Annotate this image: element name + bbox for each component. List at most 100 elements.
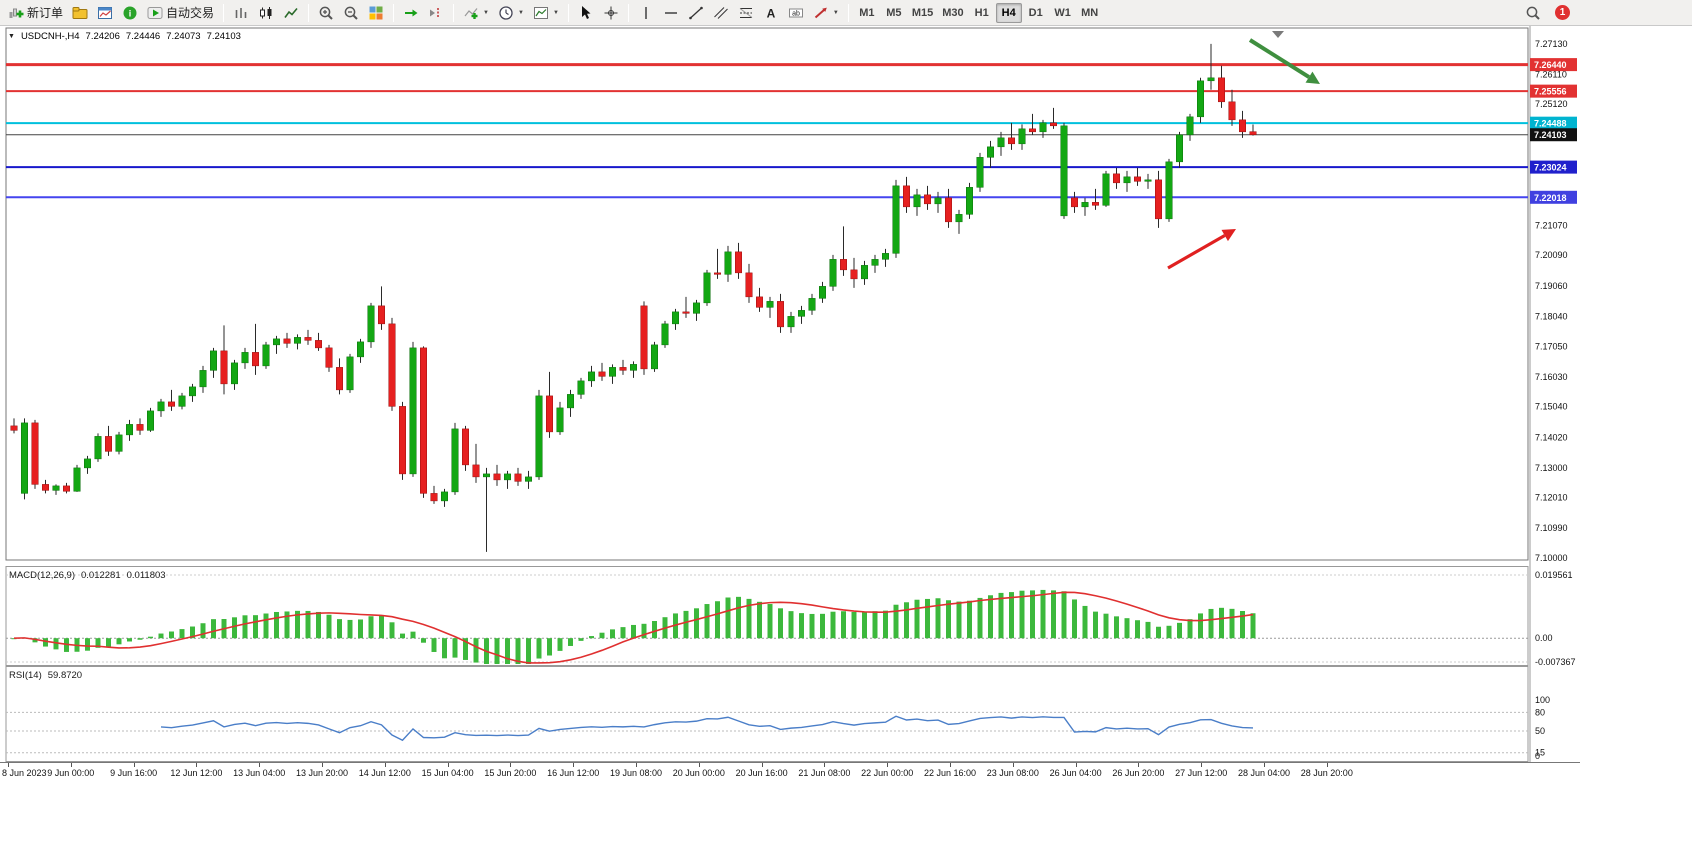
time-label: 9 Jun 16:00 (110, 768, 158, 778)
price-tick-label: 7.14020 (1535, 432, 1568, 442)
candle-chart-icon (260, 6, 272, 19)
periods-button[interactable]: ▼ (494, 2, 528, 24)
bar-chart-button[interactable] (229, 2, 253, 24)
ohlc-high: 7.24446 (125, 31, 161, 42)
time-label: 19 Jun 08:00 (609, 768, 663, 778)
timeframe-m5-button[interactable]: M5 (886, 6, 902, 19)
fibonacci-button[interactable] (734, 2, 758, 24)
rsi-indicator-canvas[interactable]: 100 80 50 150 (0, 666, 1692, 762)
auto-trading-button-label: 自动交易 (166, 6, 215, 20)
tile-windows-button[interactable] (364, 2, 388, 24)
arrow-annotation[interactable] (1167, 234, 1226, 270)
chart-shift-marker-icon[interactable] (1272, 31, 1284, 38)
zoom-out-button[interactable] (339, 2, 363, 24)
timeframe-h4-button[interactable]: H4 (995, 2, 1022, 23)
price-tick-label: 7.17050 (1535, 341, 1568, 351)
time-axis[interactable]: 8 Jun 2023 9 Jun 00:00 9 Jun 16:00 12 Jun 1… (0, 762, 1580, 780)
timeframe-d1-button[interactable]: D1 (1028, 6, 1043, 19)
auto-trading-button[interactable]: 自动交易 (143, 2, 218, 24)
time-label: 23 Jun 08:00 (986, 768, 1039, 778)
rsi-scale-label: 0 (1535, 751, 1540, 761)
line-chart-button[interactable] (279, 2, 303, 24)
horizontal-line-button[interactable] (659, 2, 683, 24)
price-tick-label: 7.27130 (1535, 39, 1568, 49)
trendline-button[interactable] (684, 2, 708, 24)
svg-text:i: i (129, 8, 132, 18)
auto-scroll-button[interactable] (399, 2, 423, 24)
macd-header: MACD(12,26,9) 0.012281 0.011803 (9, 570, 166, 581)
notification-badge[interactable]: 1 (1555, 5, 1570, 20)
hline-icon (664, 11, 677, 14)
time-axis-tick (824, 763, 826, 767)
search-icon (1526, 6, 1540, 20)
candlesticks (10, 43, 1257, 552)
info-icon: i (123, 6, 137, 19)
timeframe-m15-button[interactable]: M15 (911, 6, 934, 19)
crosshair-button[interactable] (599, 2, 623, 24)
time-label: 22 Jun 16:00 (923, 768, 977, 778)
new-order-button[interactable]: 新订单 (4, 2, 67, 24)
price-scale[interactable]: 7.27130 7.26110 7.25120 7.21070 7.20090 7.190… (1530, 39, 1577, 563)
chart-symbol-period: USDCNH-,H4 (20, 31, 80, 42)
rsi-label: RSI(14) (9, 670, 42, 681)
candle-chart-button[interactable] (254, 2, 278, 24)
arrows-button[interactable]: ▼ (809, 2, 843, 24)
tile-windows-icon (369, 6, 383, 19)
time-label: 8 Jun 2023 (2, 768, 47, 778)
time-axis-tick (133, 763, 135, 767)
cursor-button[interactable] (574, 2, 598, 24)
macd-indicator-canvas[interactable]: 0.019561 0.00 -0.007367 (0, 566, 1692, 666)
toolbar-right-group: 1 (1521, 2, 1570, 24)
price-level-badge (1530, 84, 1577, 98)
time-axis-tick (698, 763, 700, 767)
macd-scale-label: 0.00 (1535, 633, 1553, 643)
macd-label: MACD(12,26,9) (9, 570, 75, 581)
time-label: 27 Jun 12:00 (1175, 768, 1228, 778)
price-tick-label: 7.25120 (1535, 99, 1568, 109)
text-label-button[interactable]: ab (784, 2, 808, 24)
templates-button[interactable]: ▼ (529, 2, 563, 24)
new-order-button-label: 新订单 (27, 6, 64, 20)
macd-main-value: 0.012281 (81, 570, 121, 581)
price-level-badge (1530, 58, 1577, 72)
toolbar-separator (567, 3, 569, 22)
timeframe-h1-button[interactable]: H1 (974, 6, 989, 19)
time-label: 13 Jun 04:00 (233, 768, 286, 778)
time-label: 9 Jun 00:00 (47, 768, 95, 778)
horizontal-level-lines[interactable] (6, 63, 1528, 199)
search-button[interactable] (1521, 2, 1545, 24)
timeframe-m1-button[interactable]: M1 (859, 6, 875, 19)
time-label: 12 Jun 12:00 (170, 768, 223, 778)
toolbar-separator (847, 3, 849, 22)
market-info-button[interactable]: i (118, 2, 142, 24)
text-button[interactable]: A (759, 2, 783, 24)
channel-button[interactable] (709, 2, 733, 24)
rsi-scale-label: 15 (1535, 748, 1545, 758)
toolbar-separator (453, 3, 455, 22)
channel-icon (714, 6, 728, 19)
time-axis-tick (447, 763, 449, 767)
chart-header: ▼ USDCNH-,H4 7.24206 7.24446 7.24073 7.2… (8, 31, 241, 42)
ohlc-close: 7.24103 (206, 31, 241, 42)
zoom-in-button[interactable] (314, 2, 338, 24)
chart-shift-button[interactable] (424, 2, 448, 24)
vertical-line-button[interactable] (634, 2, 658, 24)
profiles-button[interactable] (68, 2, 92, 24)
dropdown-caret-icon: ▼ (517, 9, 524, 16)
timeframe-w1-button[interactable]: W1 (1054, 6, 1071, 19)
trend-arrow-annotations[interactable] (1167, 38, 1320, 270)
price-chart-canvas[interactable]: 7.27130 7.26110 7.25120 7.21070 7.20090 7.190… (0, 26, 1692, 566)
time-label: 28 Jun 04:00 (1237, 768, 1291, 778)
charts-button[interactable] (93, 2, 117, 24)
price-level-badge (1530, 128, 1577, 142)
text-icon: A (767, 6, 776, 20)
timeframe-m30-button[interactable]: M30 (942, 6, 964, 19)
time-axis-tick (1075, 763, 1077, 767)
arrow-annotation[interactable] (1248, 38, 1311, 79)
price-tick-label: 7.18040 (1535, 312, 1568, 322)
time-label: 15 Jun 04:00 (421, 768, 474, 778)
timeframe-mn-button[interactable]: MN (1081, 6, 1099, 19)
time-label: 20 Jun 16:00 (735, 768, 788, 778)
indicators-button[interactable]: ▼ (459, 2, 493, 24)
chart-menu-caret-icon[interactable]: ▼ (8, 33, 15, 40)
